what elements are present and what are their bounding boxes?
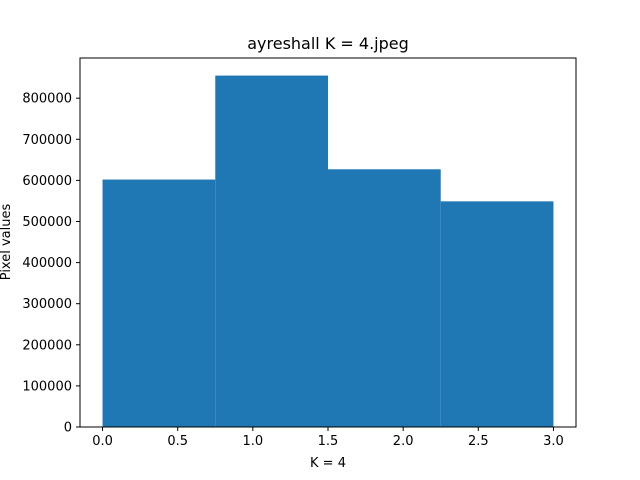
x-axis-label: K = 4 [310,456,346,471]
y-tick-label: 800000 [22,92,72,107]
histogram-bar-2 [215,75,328,428]
y-tick-label: 700000 [22,133,72,148]
x-axis-ticks: 0.0 0.5 1.0 1.5 2.0 2.5 3.0 [92,427,564,449]
histogram-bar-4 [440,201,554,427]
x-tick-label: 1.0 [243,434,264,449]
y-axis-ticks: 0 100000 200000 300000 400000 500000 600000 700… [22,92,80,436]
y-axis-label: Pixel values [0,204,14,281]
x-tick-label: 2.0 [393,434,414,449]
x-tick-label: 0.5 [167,434,188,449]
x-tick-label: 0.0 [92,434,113,449]
y-tick-label: 200000 [22,338,72,353]
y-tick-label: 400000 [22,256,72,271]
y-tick-label: 0 [64,421,72,436]
x-tick-label: 2.5 [468,434,489,449]
y-tick-label: 300000 [22,297,72,312]
histogram-bar-1 [102,179,216,427]
y-tick-label: 500000 [22,215,72,230]
x-tick-label: 1.5 [318,434,339,449]
chart-title: ayreshall K = 4.jpeg [247,34,409,53]
x-tick-label: 3.0 [543,434,564,449]
bars-group [102,75,554,428]
y-tick-label: 100000 [22,379,72,394]
y-tick-label: 600000 [22,174,72,189]
histogram-bar-3 [328,169,441,428]
